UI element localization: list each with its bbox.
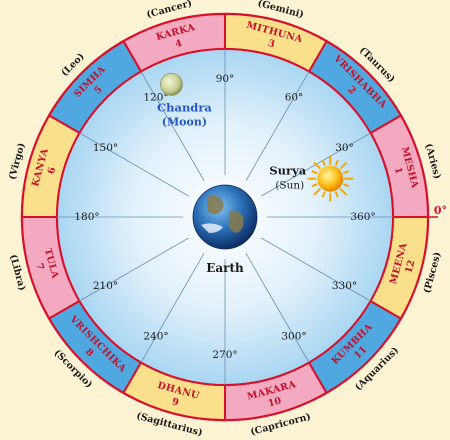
sun-ray (334, 159, 339, 167)
earth-cloud (201, 223, 223, 233)
degree-spoke (245, 71, 310, 181)
degree-spoke (140, 253, 205, 363)
earth-label: Earth (206, 261, 244, 275)
sign-number-karka: 4 (174, 38, 184, 50)
moon-icon (160, 73, 183, 96)
english-name-tula: (Libra) (7, 253, 27, 292)
degree-label: 150° (93, 142, 118, 154)
sign-number-kanya: 6 (46, 166, 58, 176)
sign-number-dhanu: 9 (171, 396, 181, 408)
degree-label: 90° (216, 73, 235, 85)
sign-number-tula: 7 (33, 262, 45, 271)
degree-label: 60° (285, 91, 304, 103)
sun-disc (317, 165, 344, 192)
degree-spoke (79, 132, 189, 197)
degree-label: 270° (212, 349, 237, 361)
degree-label: 330° (332, 280, 357, 292)
sun-ray (342, 183, 350, 188)
moon-name: Chandra (157, 100, 212, 114)
sun-ray (311, 170, 318, 175)
degree-spoke (261, 237, 371, 302)
english-name-mesha: (Aries) (423, 142, 443, 180)
sun-ray (339, 187, 348, 196)
sign-number-mithuna: 3 (267, 38, 276, 50)
degree-label: 120° (143, 91, 168, 103)
degree-label: 240° (143, 331, 168, 343)
degree-spoke (245, 253, 310, 363)
sign-number-meena: 12 (403, 259, 417, 275)
earth-landmass (207, 195, 244, 233)
sun-ray (311, 183, 318, 188)
degree-labels: 30° 60° 90° 120° 150° 180° 210° 240° 270° 300° 330… (74, 73, 375, 361)
sun-ray (321, 191, 326, 198)
zero-degree-label: 0° (434, 204, 447, 217)
earth-globe (192, 184, 258, 250)
degree-label: 30° (335, 142, 354, 154)
english-name-kanya: (Virgo) (7, 142, 27, 181)
degree-spoke (140, 71, 205, 181)
sun-ray (334, 191, 339, 198)
earth-icon (192, 184, 258, 250)
sign-number-mesha: 1 (392, 166, 404, 175)
sun-ray (321, 159, 326, 167)
degree-label: 300° (281, 331, 306, 343)
degree-label: 210° (93, 280, 118, 292)
sign-number-makara: 10 (267, 395, 283, 409)
moon-english: (Moon) (162, 115, 207, 128)
sun-icon (307, 155, 354, 202)
sun-ray (313, 187, 322, 196)
celestial-bodies: Earth Surya (Sun) Chandra(Moon) (157, 73, 354, 275)
degree-label: 360° (350, 211, 375, 223)
sun-ray (342, 170, 350, 175)
degree-spokes: 0° (57, 49, 447, 385)
sun-name: Surya (269, 164, 306, 178)
sun-ray (339, 161, 348, 170)
sun-ray (313, 161, 322, 170)
sun-english: (Sun) (275, 180, 304, 192)
degree-spoke (79, 237, 189, 302)
degree-label: 180° (74, 211, 99, 223)
